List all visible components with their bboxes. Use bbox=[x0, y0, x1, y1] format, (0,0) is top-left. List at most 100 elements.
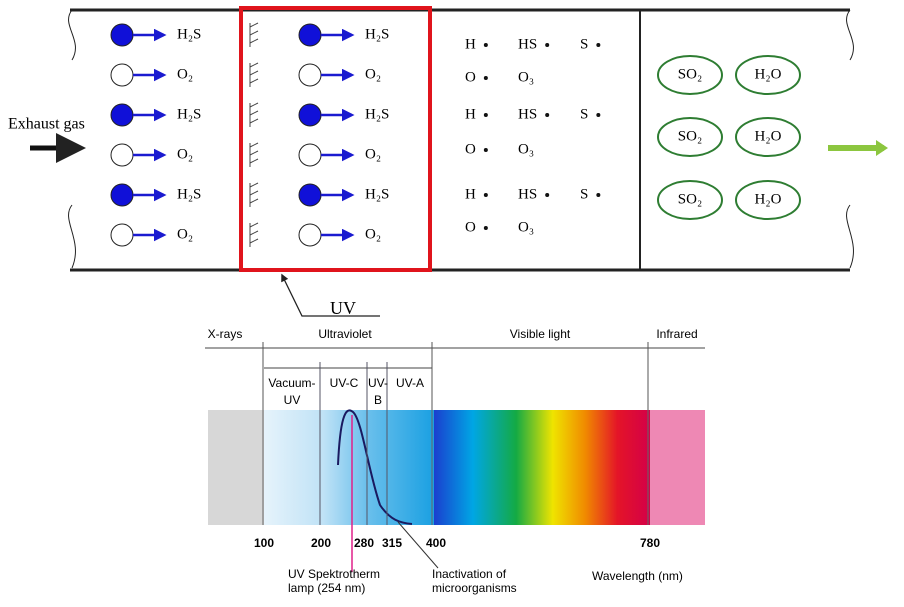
radical-label: HS bbox=[518, 36, 537, 52]
molecule-dot bbox=[298, 223, 322, 247]
uv-lamp-mark bbox=[249, 22, 259, 47]
radical-dot bbox=[483, 148, 488, 152]
radical-label: H bbox=[465, 186, 476, 202]
radical-dot bbox=[483, 193, 488, 197]
uv-zone bbox=[239, 6, 432, 272]
inactivation-label: microorganisms bbox=[432, 581, 517, 595]
radical-dot bbox=[596, 43, 601, 47]
region-label: Ultraviolet bbox=[318, 327, 372, 341]
uv-lamp-mark bbox=[249, 62, 259, 87]
molecule-label: O₂ bbox=[177, 66, 193, 82]
product-ellipse bbox=[657, 117, 723, 157]
product-label: SO₂ bbox=[678, 66, 702, 82]
radical-dot bbox=[545, 43, 550, 47]
wavelength-tick: 780 bbox=[640, 536, 660, 550]
molecule-dot bbox=[298, 63, 322, 87]
uv-band-label: UV bbox=[284, 393, 301, 407]
product-ellipse bbox=[657, 55, 723, 95]
uv-band-label: UV-A bbox=[396, 376, 424, 390]
radical-label: H bbox=[465, 106, 476, 122]
pipe bbox=[30, 6, 888, 317]
molecule-dot bbox=[110, 103, 134, 127]
region-label: Visible light bbox=[510, 327, 571, 341]
molecule-label: H₂S bbox=[365, 186, 389, 202]
molecule-label: H₂S bbox=[365, 106, 389, 122]
molecule-label: O₂ bbox=[365, 146, 381, 162]
molecule-label: H₂S bbox=[177, 186, 201, 202]
uv-lamp-mark bbox=[249, 102, 259, 127]
molecule-dot bbox=[110, 183, 134, 207]
product-label: H₂O bbox=[755, 191, 782, 207]
molecule-dot bbox=[298, 183, 322, 207]
uv-band bbox=[264, 410, 434, 525]
radical-dot bbox=[545, 113, 550, 117]
uv-pointer bbox=[281, 273, 380, 317]
wavelength-tick: 200 bbox=[311, 536, 331, 550]
radical-label: O₃ bbox=[518, 69, 534, 85]
molecule-label: H₂S bbox=[177, 26, 201, 42]
uv-band-label: Vacuum- bbox=[268, 376, 315, 390]
radical-dot bbox=[483, 113, 488, 117]
product-ellipse bbox=[735, 117, 801, 157]
inactivation-label: Inactivation of bbox=[432, 567, 507, 581]
radical-label: HS bbox=[518, 186, 537, 202]
molecule-dot bbox=[110, 223, 134, 247]
molecule-dot bbox=[298, 23, 322, 47]
product-label: SO₂ bbox=[678, 191, 702, 207]
molecule-dot bbox=[110, 23, 134, 47]
product-ellipse bbox=[735, 55, 801, 95]
inactivation-pointer bbox=[397, 521, 439, 569]
region-label: X-rays bbox=[208, 327, 243, 341]
absorption-curve bbox=[337, 409, 413, 525]
molecule-dot bbox=[110, 143, 134, 167]
axis-label: Wavelength (nm) bbox=[592, 569, 683, 583]
uv-lamp-mark bbox=[249, 182, 259, 207]
molecule-label: H₂S bbox=[177, 106, 201, 122]
wavelength-tick: 100 bbox=[254, 536, 274, 550]
spectrum bbox=[205, 347, 705, 572]
molecule-label: H₂S bbox=[365, 26, 389, 42]
product-label: H₂O bbox=[755, 66, 782, 82]
inlet-label: Exhaust gas bbox=[8, 116, 85, 133]
radical-dot bbox=[483, 226, 488, 230]
visible-band bbox=[434, 410, 650, 525]
uv-lamp-mark bbox=[249, 142, 259, 167]
radical-label: O₃ bbox=[518, 219, 534, 235]
radical-dot bbox=[483, 76, 488, 80]
molecule-label: O₂ bbox=[365, 66, 381, 82]
molecule-label: O₂ bbox=[365, 226, 381, 242]
radical-label: O bbox=[465, 141, 476, 157]
wavelength-tick: 280 bbox=[354, 536, 374, 550]
uv-label: UV bbox=[330, 298, 356, 318]
radical-label: O₃ bbox=[518, 141, 534, 157]
uv-band-label: B bbox=[374, 393, 382, 407]
molecule-dot bbox=[110, 63, 134, 87]
product-ellipse bbox=[735, 180, 801, 220]
radical-dot bbox=[483, 43, 488, 47]
wavelength-tick: 400 bbox=[426, 536, 446, 550]
radical-label: HS bbox=[518, 106, 537, 122]
lamp-label: UV Spektrotherm bbox=[288, 567, 380, 581]
infrared-band bbox=[650, 410, 705, 525]
molecule-dot bbox=[298, 143, 322, 167]
uv-band-label: UV-C bbox=[330, 376, 359, 390]
outlet-arrowhead bbox=[876, 140, 888, 156]
radical-dot bbox=[545, 193, 550, 197]
lamp-label: lamp (254 nm) bbox=[288, 581, 365, 595]
product-label: SO₂ bbox=[678, 128, 702, 144]
radical-label: S bbox=[580, 186, 588, 202]
molecule-dot bbox=[298, 103, 322, 127]
xray-band bbox=[208, 410, 264, 525]
molecule-label: O₂ bbox=[177, 226, 193, 242]
radical-label: H bbox=[465, 36, 476, 52]
radical-label: O bbox=[465, 69, 476, 85]
wavelength-tick: 315 bbox=[382, 536, 402, 550]
uv-band-label: UV- bbox=[368, 376, 388, 390]
product-ellipse bbox=[657, 180, 723, 220]
radical-label: S bbox=[580, 36, 588, 52]
uv-lamp-mark bbox=[249, 222, 259, 247]
region-label: Infrared bbox=[656, 327, 697, 341]
radical-dot bbox=[596, 193, 601, 197]
radical-label: S bbox=[580, 106, 588, 122]
